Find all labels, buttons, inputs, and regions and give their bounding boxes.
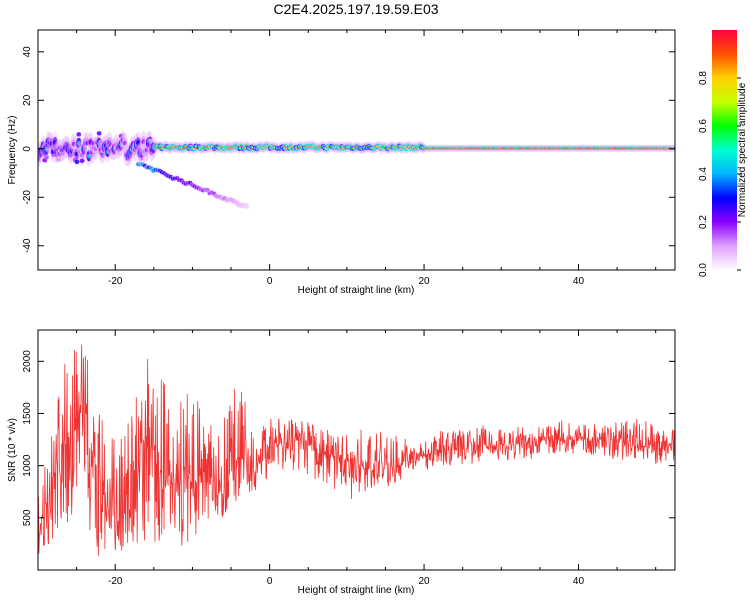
spectral-spot <box>52 131 58 137</box>
spectral-core <box>122 140 127 146</box>
x-tick-label: 0 <box>267 576 273 587</box>
spectral-core <box>86 153 91 159</box>
x-tick-label: 40 <box>573 276 585 287</box>
snr-frame <box>37 329 676 571</box>
x-tick-label: -20 <box>108 276 123 287</box>
snr-xlabel: Height of straight line (km) <box>298 585 415 596</box>
y-tick-label: 40 <box>22 46 33 58</box>
colorbar-ticks: 0.0 0.2 0.4 0.6 0.8 <box>698 71 741 277</box>
snr-background <box>38 330 675 570</box>
spectral-spot <box>147 138 153 143</box>
spectral-core <box>52 140 57 145</box>
spectral-core <box>144 147 149 153</box>
snr-panel: -20 0 20 40 500 1000 1500 2000 Height of straig… <box>7 329 676 596</box>
colorbar-tick-label: 0.2 <box>698 215 709 229</box>
spectrogram-panel: -20 0 20 40 -40 -20 0 20 40 Height of straight l… <box>7 29 676 296</box>
spectral-spot <box>55 157 61 162</box>
branch-core <box>244 204 249 208</box>
y-tick-label: 1500 <box>22 402 33 425</box>
snr-series-line <box>38 344 675 556</box>
x-tick-label: 0 <box>267 276 273 287</box>
colorbar: 0.0 0.2 0.4 0.6 0.8 Normalized spectral ampl… <box>698 30 748 277</box>
y-tick-label: 20 <box>22 94 33 106</box>
colorbar-tick-label: 0.8 <box>698 71 709 85</box>
spectral-core <box>136 140 141 145</box>
y-tick-label: 500 <box>22 509 33 526</box>
y-tick-label: -40 <box>22 238 33 253</box>
figure-title: C2E4.2025.197.19.59.E03 <box>273 1 438 17</box>
spectral-core <box>76 140 81 146</box>
x-tick-label: 20 <box>418 276 430 287</box>
spectral-spot <box>98 139 104 144</box>
x-tick-label: -20 <box>108 576 123 587</box>
colorbar-tick-label: 0.4 <box>698 167 709 181</box>
colorbar-tick-label: 0.0 <box>698 263 709 277</box>
spectral-spot <box>79 158 85 164</box>
snr-ylabel: SNR (10 * v/v) <box>7 418 18 482</box>
snr-ticks: -20 0 20 40 500 1000 1500 2000 <box>22 330 675 587</box>
y-tick-label: 1000 <box>22 454 33 477</box>
y-tick-label: -20 <box>22 190 33 205</box>
x-tick-label: 20 <box>418 576 430 587</box>
y-tick-label: 0 <box>22 146 33 152</box>
colorbar-label: Normalized spectral amplitude <box>737 82 748 217</box>
spectrogram-marks <box>38 130 675 210</box>
spectrogram-xlabel: Height of straight line (km) <box>298 285 415 296</box>
colorbar-tick-label: 0.6 <box>698 119 709 133</box>
x-tick-label: 40 <box>573 576 585 587</box>
spectral-spot <box>76 132 82 137</box>
spectrogram-ylabel: Frequency (Hz) <box>7 116 18 185</box>
spectral-core <box>44 147 49 152</box>
spectral-spot <box>74 159 80 165</box>
spectral-spot <box>96 131 102 136</box>
spectral-core <box>71 141 76 147</box>
spectral-core <box>141 139 146 144</box>
spectral-spot <box>44 155 49 160</box>
colorbar-gradient <box>712 30 737 270</box>
spectral-spot <box>125 160 131 165</box>
y-tick-label: 2000 <box>22 350 33 373</box>
spectrogram-frame <box>37 29 676 271</box>
